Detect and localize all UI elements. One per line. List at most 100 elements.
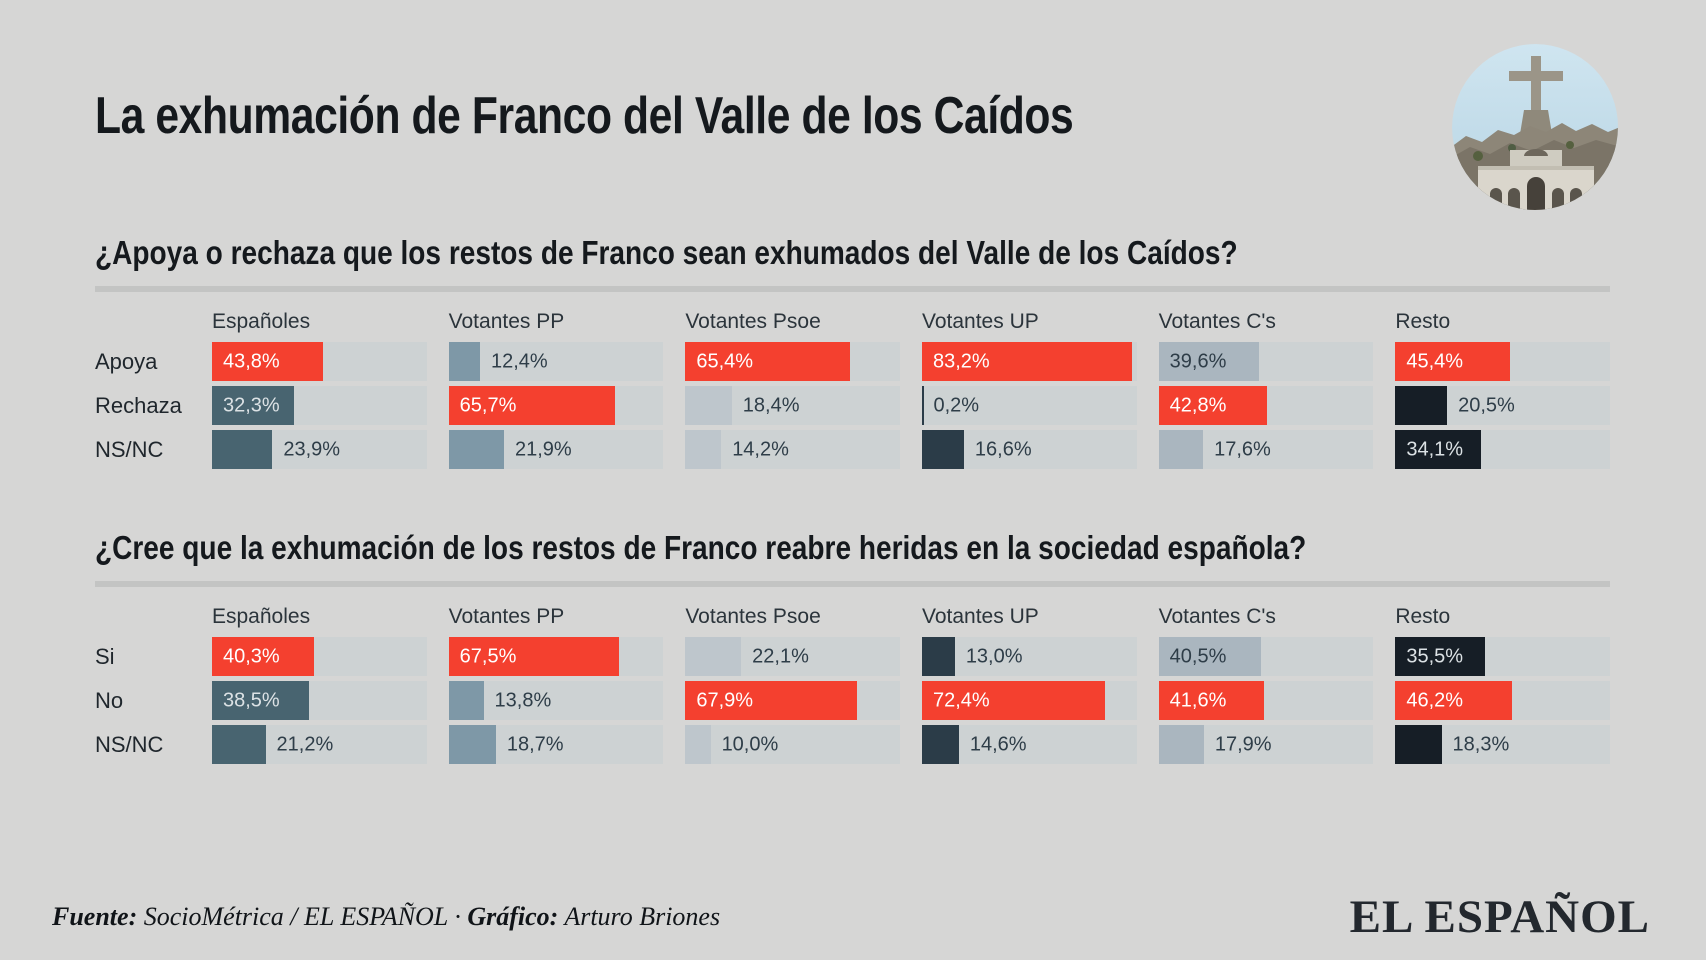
bar-track: 21,9% [448,430,664,469]
section-divider [95,581,1610,587]
column-header: Votantes Psoe [685,605,821,628]
column-header: Votantes Psoe [685,310,821,333]
column-header: Votantes UP [922,605,1039,628]
bar-fill [922,725,959,764]
bar-track: 0,2% [922,386,1137,425]
bar-value-label: 65,4% [696,350,754,372]
bar-value-label: 35,5% [1406,645,1464,667]
bar-track: 14,6% [922,725,1137,764]
bar-track: 38,5% [212,681,427,720]
column-header: Votantes C's [1158,310,1276,333]
bar-value-label: 14,2% [732,438,789,460]
bar-value-label: 12,4% [490,350,548,372]
bar-track: 83,2% [922,342,1137,381]
row-label: Rechaza [95,392,182,418]
bar-fill [922,637,955,676]
bar-value-label: 38,5% [223,689,280,711]
bar-track: 67,9% [685,681,900,720]
bar-value-label: 14,6% [969,733,1027,755]
bar-fill [212,430,273,469]
bar-track: 20,5% [1395,386,1610,425]
bar-fill [922,386,924,425]
section-question: ¿Cree que la exhumación de los restos de… [95,529,1610,567]
bar-fill [685,386,732,425]
bar-track: 18,3% [1395,725,1610,764]
valle-de-los-caidos-photo [1452,44,1618,210]
bar-track: 18,7% [448,725,664,764]
bar-track: 13,0% [922,637,1137,676]
bar-track: 40,3% [212,637,427,676]
bar-value-label: 17,6% [1214,438,1271,460]
bar-fill [212,342,323,381]
bar-fill [1158,386,1267,425]
bar-value-label: 34,1% [1406,438,1464,460]
column-header: Españoles [212,605,311,628]
bar-track: 45,4% [1395,342,1610,381]
bar-track: 40,5% [1158,637,1374,676]
bar-value-label: 67,5% [459,645,517,667]
section-question-text: ¿Apoya o rechaza que los restos de Franc… [95,234,1238,271]
bar-value-label: 21,2% [276,733,334,755]
bar-track: 39,6% [1158,342,1374,381]
bar-value-label: 13,8% [494,689,552,711]
bar-track: 43,8% [212,342,427,381]
side-arch [1508,188,1520,210]
page-title: La exhumación de Franco del Valle de los… [95,86,1288,146]
bar-track: 32,3% [212,386,427,425]
bar-fill [685,342,851,381]
bar-value-label: 17,9% [1214,733,1272,755]
cross-icon [1531,56,1541,118]
bar-track: 65,7% [448,386,664,425]
bar-value-label: 22,1% [752,645,809,667]
bar-fill [685,681,857,720]
page-title-text: La exhumación de Franco del Valle de los… [95,87,1074,145]
bar-track: 10,0% [685,725,900,764]
bar-track: 12,4% [448,342,664,381]
bar-fill [448,681,484,720]
tree [1566,141,1574,149]
bar-value-label: 21,9% [514,438,572,460]
bar-track: 41,6% [1158,681,1374,720]
bar-value-label: 39,6% [1169,350,1227,372]
bar-fill [922,681,1105,720]
bar-value-label: 23,9% [283,438,341,460]
bar-value-label: 16,6% [974,438,1032,460]
bar-fill [1395,637,1485,676]
bar-value-label: 65,7% [459,394,517,416]
bar-value-label: 13,0% [965,645,1023,667]
side-arch [1490,188,1502,210]
bar-value-label: 41,6% [1169,689,1227,711]
bar-value-label: 72,4% [933,689,990,711]
bar-track: 16,6% [922,430,1137,469]
credit-separator: · [454,902,461,931]
bar-track: 21,2% [212,725,427,764]
section-question-text: ¿Cree que la exhumación de los restos de… [95,529,1307,566]
charts-area: ¿Apoya o rechaza que los restos de Franc… [95,234,1610,764]
bar-track: 67,5% [448,637,664,676]
bar-grid: Españoles Votantes PP Votantes Psoe Votante… [95,310,1610,469]
column-header: Resto [1395,310,1451,333]
side-arch [1570,188,1582,210]
graphic-author: Arturo Briones [564,902,721,931]
bar-track: 17,9% [1158,725,1374,764]
bar-fill [1395,725,1442,764]
bar-fill [212,725,266,764]
bar-fill [922,430,964,469]
bar-track: 13,8% [448,681,664,720]
bar-fill [448,725,496,764]
bar-fill [212,637,314,676]
bar-track: 22,1% [685,637,900,676]
side-arch [1552,188,1564,210]
bar-track: 34,1% [1395,430,1610,469]
bar-value-label: 18,7% [506,733,564,755]
bar-fill [212,386,294,425]
bar-fill [685,725,711,764]
chart-section-1: ¿Apoya o rechaza que los restos de Franc… [95,234,1610,469]
column-header: Votantes C's [1158,605,1276,628]
chart-section-2: ¿Cree que la exhumación de los restos de… [95,529,1610,764]
bar-fill [685,637,742,676]
graphic-label: Gráfico: [467,902,559,931]
bar-value-label: 18,4% [742,394,800,416]
bar-fill [1158,342,1259,381]
